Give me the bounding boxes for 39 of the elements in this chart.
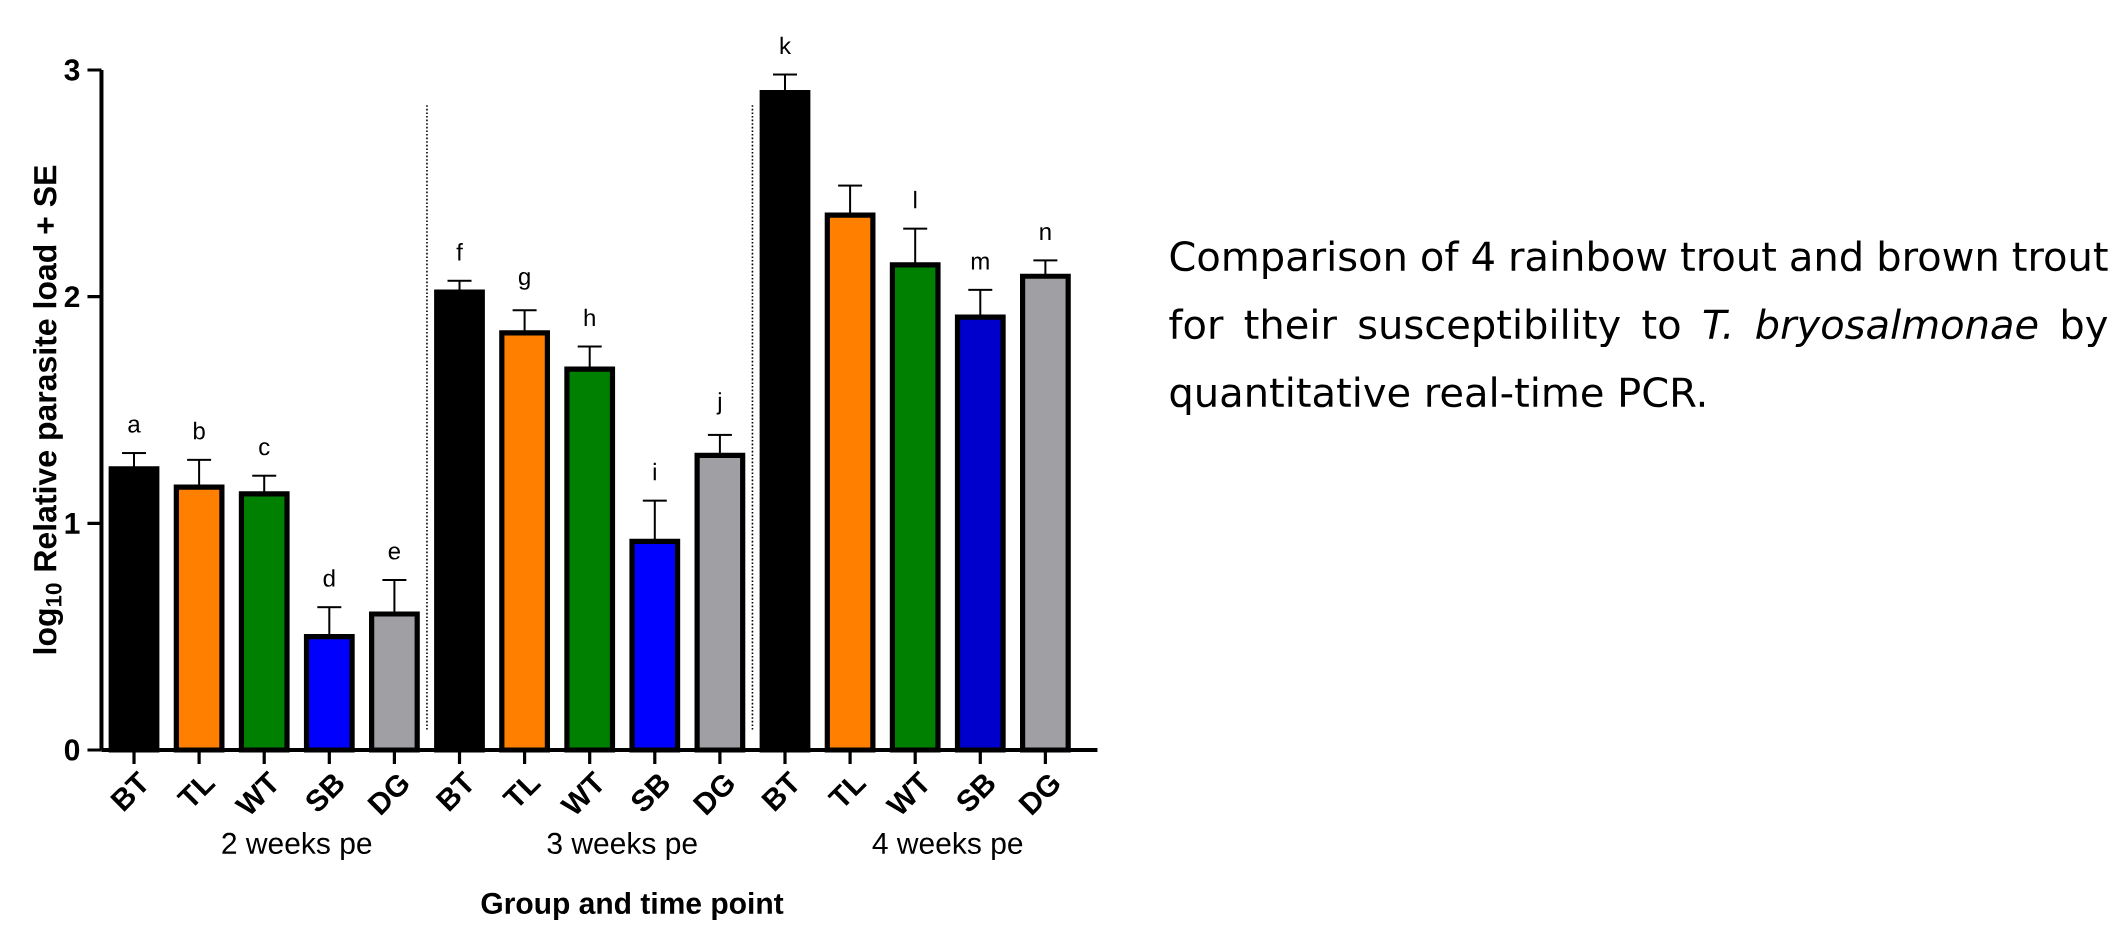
x-tick-label: BT bbox=[109, 770, 147, 812]
text: Comparison of 4 rainbow trout and brown trout for their susceptibility to T. bryosalmonae by quantitative real-time PCR. bbox=[1169, 240, 2108, 416]
text: 3 weeks pe bbox=[547, 832, 697, 860]
data-label: f bbox=[456, 243, 463, 261]
x-tick-label: WT bbox=[559, 770, 603, 815]
x-tick-label: WT bbox=[885, 770, 928, 815]
x-tick-label: DG bbox=[367, 774, 409, 816]
y-tick-label: 1 bbox=[65, 513, 80, 534]
data-label: a bbox=[128, 419, 141, 433]
text: 2 weeks pe bbox=[222, 832, 372, 860]
x-tick-label: WT bbox=[234, 770, 277, 815]
data-label: c bbox=[259, 442, 270, 456]
x-tick-label: DG bbox=[692, 774, 734, 816]
data-label: n bbox=[1040, 227, 1051, 240]
data-label: g bbox=[518, 271, 530, 290]
y-tick-label: 2 bbox=[64, 286, 80, 308]
data-label: d bbox=[323, 569, 335, 587]
x-tick-label: TL bbox=[176, 778, 216, 806]
x-tick-label: SB bbox=[957, 774, 995, 812]
x-tick-label: DG bbox=[1018, 774, 1060, 816]
x-tick-label: BT bbox=[435, 770, 472, 812]
y-tick-label: 3 bbox=[64, 59, 80, 81]
data-label: l bbox=[914, 190, 917, 209]
y-axis-title: log$_{10}$ Relative parasite load + SE bbox=[33, 165, 63, 654]
data-label: h bbox=[584, 308, 595, 327]
data-label: j bbox=[716, 392, 721, 415]
x-tick-label: BT bbox=[760, 770, 798, 812]
x-axis-title: Group and time point bbox=[481, 892, 784, 920]
x-tick-label: SB bbox=[306, 774, 344, 812]
y-tick-label: 0 bbox=[64, 739, 80, 761]
text: 4 weeks pe bbox=[872, 832, 1023, 860]
data-label: m bbox=[971, 256, 989, 270]
x-tick-label: TL bbox=[501, 778, 542, 806]
data-label: i bbox=[653, 462, 656, 481]
x-tick-label: TL bbox=[827, 778, 867, 806]
data-label: e bbox=[388, 546, 400, 560]
data-label: k bbox=[780, 36, 792, 55]
x-tick-label: SB bbox=[631, 774, 669, 812]
data-label: b bbox=[193, 421, 205, 440]
